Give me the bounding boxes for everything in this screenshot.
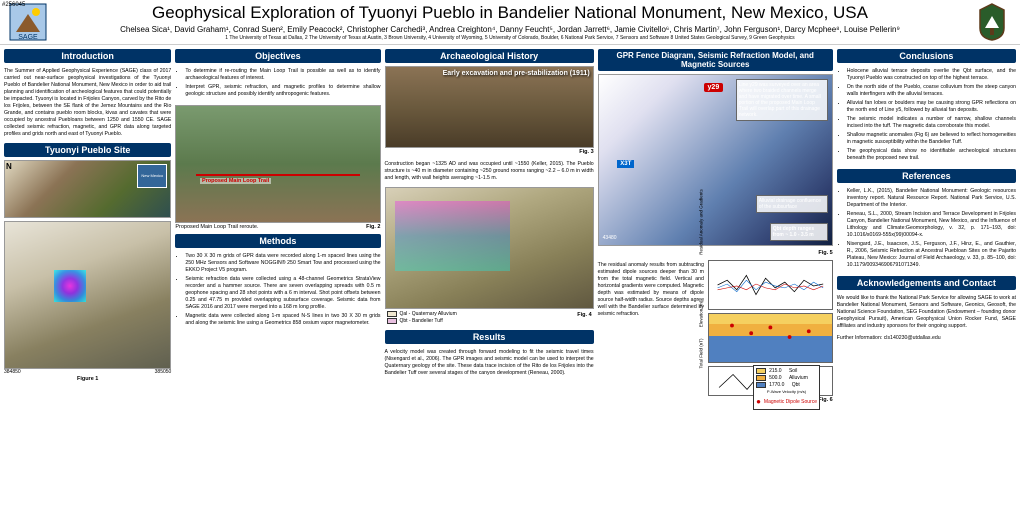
magnetic-overlay (54, 270, 86, 302)
conclusion-item: Shallow magnetic anomalies (Fig 6) are b… (847, 132, 1016, 146)
fig5-label: Fig. 5 (598, 249, 833, 257)
ruler-value: 43480 (603, 235, 617, 241)
references-body: Keller, L.K., (2015), Bandelier National… (837, 186, 1016, 273)
column-5: Conclusions Holocene alluvial terrace de… (837, 49, 1016, 489)
references-header: References (837, 169, 1016, 183)
anomaly-y-label: Residual Anomaly and Gradients (698, 189, 703, 255)
objective-item: To determine if re-routing the Main Loop… (185, 68, 380, 82)
poster-affiliations: 1 The University of Texas at Dallas, 2 T… (48, 35, 972, 41)
fig4-label: Fig. 4 (577, 311, 591, 319)
historic-photo: Early excavation and pre-stabilization (… (385, 66, 594, 148)
drainage-annotation: Alluvial drainage confluence of the subs… (756, 195, 828, 213)
contact-info: Further Information: cls140230@utdallas.… (837, 335, 1016, 344)
conclusion-item: Alluvial fan lobes or boulders may be ca… (847, 100, 1016, 114)
column-1: Introduction The Summer of Applied Geoph… (4, 49, 171, 489)
arch-history-body: Construction began ~1325 AD and was occu… (385, 159, 594, 184)
poster-title: Geophysical Exploration of Tyuonyi Puebl… (48, 3, 972, 23)
introduction-body: The Summer of Applied Geophysical Experi… (4, 66, 171, 140)
velocity-model: Elevation (m) (708, 313, 833, 363)
results-body-left: A velocity model was created through for… (385, 347, 594, 379)
conclusion-item: The geophysical data show no identifiabl… (847, 148, 1016, 162)
sage-logo: SAGE (8, 2, 48, 42)
north-arrow: N (6, 162, 12, 171)
elev-y-label: Elevation (m) (698, 301, 703, 328)
fig4-legend: Qal - Quaternary Alluvium Qbt - Bandelie… (385, 309, 594, 327)
fig1-label: Figure 1 (4, 375, 171, 383)
conclusion-item: The seismic model indicates a number of … (847, 116, 1016, 130)
methods-item: Magnetic data were collected along 1-m s… (185, 313, 380, 327)
y29-label: y29 (704, 83, 724, 92)
methods-item: Two 30 X 30 m grids of GPR data were rec… (185, 253, 380, 274)
ack-body: We would like to thank the National Park… (837, 293, 1016, 332)
methods-header: Methods (175, 234, 380, 248)
methods-item: Seismic refraction data were collected u… (185, 276, 380, 311)
introduction-header: Introduction (4, 49, 171, 63)
conclusion-item: Holocene alluvial terrace deposits overl… (847, 68, 1016, 82)
gpr-note: Line y29 was surveyed over an area where… (736, 79, 828, 121)
column-3: Archaeological History Early excavation … (385, 49, 594, 489)
svg-text:SAGE: SAGE (18, 34, 38, 41)
conclusion-item: On the north side of the Pueblo, coarse … (847, 84, 1016, 98)
anomaly-chart: Residual Anomaly and Gradients (708, 260, 833, 310)
results-body-right: The residual anomaly results from subtra… (598, 260, 704, 320)
methods-body: Two 30 X 30 m grids of GPR data were rec… (175, 251, 380, 331)
ack-header: Acknowledgements and Contact (837, 276, 1016, 290)
results-header: Results (385, 330, 594, 344)
inset-map: New Mexico (137, 164, 167, 188)
trail-line (196, 174, 360, 176)
trail-label: Proposed Main Loop Trail (200, 178, 271, 184)
conclusions-header: Conclusions (837, 49, 1016, 63)
nps-logo (972, 2, 1012, 42)
poster-authors: Chelsea Sica¹, David Graham¹, Conrad Sue… (48, 25, 972, 34)
arch-history-header: Archaeological History (385, 49, 594, 63)
fig3-label: Fig. 3 (385, 148, 594, 156)
objectives-body: To determine if re-routing the Main Loop… (175, 66, 380, 102)
reference-item: Keller, L.K., (2015), Bandelier National… (847, 188, 1016, 209)
seismic-overlay (395, 201, 510, 271)
depth-annotation: Qbt depth ranges from ~ 1.0 - 3.5 m (770, 223, 828, 241)
column-4: GPR Fence Diagram, Seismic Refraction Mo… (598, 49, 833, 489)
photo-overlay-text: Early excavation and pre-stabilization (… (443, 70, 590, 78)
gpr-fence-diagram: y29 X3T Line y29 was surveyed over an ar… (598, 74, 833, 246)
poster-header: SAGE Geophysical Exploration of Tyuonyi … (0, 0, 1020, 45)
reference-item: Reneau, S.L., 2000, Stream Incision and … (847, 211, 1016, 239)
fig2-caption: Proposed Main Loop Trail reroute. (175, 224, 258, 230)
conclusions-body: Holocene alluvial terrace deposits overl… (837, 66, 1016, 166)
column-2: Objectives To determine if re-routing th… (175, 49, 380, 489)
poster-id: #256045 (2, 2, 25, 8)
objective-item: Interpret GPR, seismic refraction, and m… (185, 84, 380, 98)
field-y-label: Total Field (nT) (698, 338, 703, 368)
poster-main: Introduction The Summer of Applied Geoph… (0, 45, 1020, 493)
objectives-header: Objectives (175, 49, 380, 63)
reference-item: Nisengard, J.E., Isaacson, J.S., Ferguso… (847, 241, 1016, 269)
site-map-overview: N New Mexico (4, 160, 171, 218)
velocity-legend: 215.0 Soil 500.0 Alluvium 1770.0 Qbt P-W… (753, 365, 820, 410)
gpr-header: GPR Fence Diagram, Seismic Refraction Mo… (598, 49, 833, 71)
site-header: Tyuonyi Pueblo Site (4, 143, 171, 157)
site-map-detail (4, 221, 171, 369)
x3t-label: X3T (617, 160, 634, 168)
terrain-3d (385, 187, 594, 309)
aerial-map: Proposed Main Loop Trail (175, 105, 380, 223)
fig2-label: Fig. 2 (366, 223, 380, 231)
